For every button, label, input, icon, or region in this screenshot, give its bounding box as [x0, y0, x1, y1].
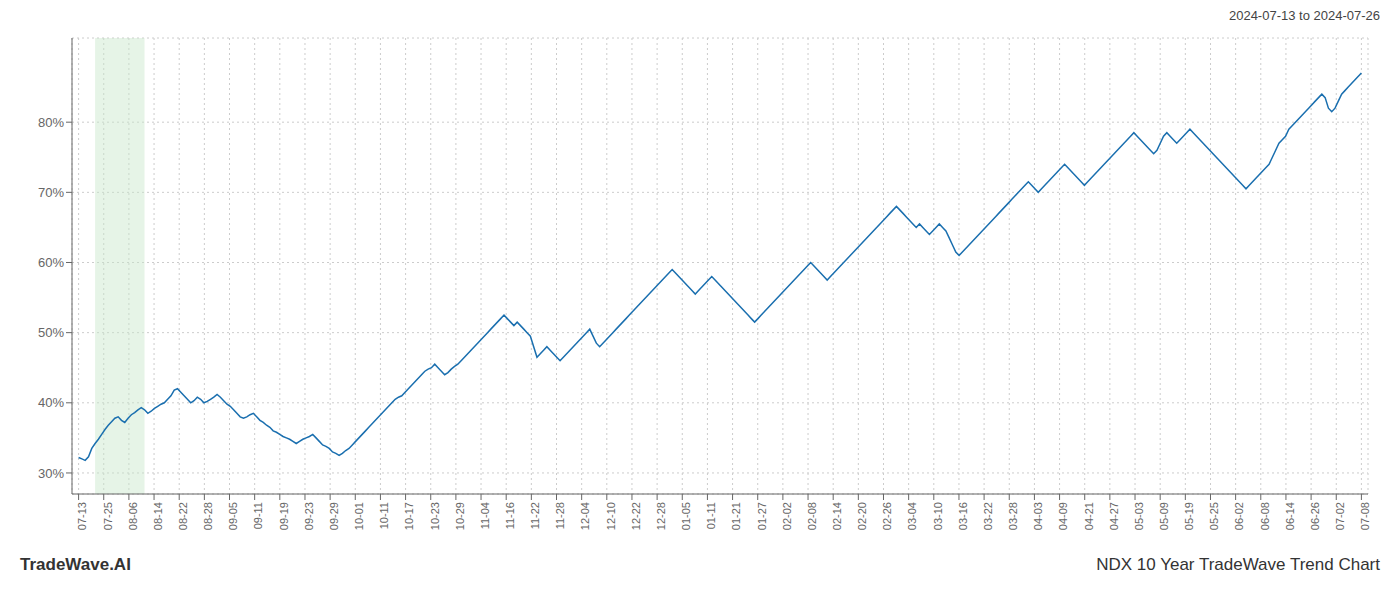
svg-text:01-05: 01-05 — [680, 502, 692, 530]
svg-text:05-09: 05-09 — [1158, 502, 1170, 530]
svg-text:12-04: 12-04 — [579, 502, 591, 530]
svg-text:03-22: 03-22 — [982, 502, 994, 530]
svg-text:02-14: 02-14 — [831, 502, 843, 530]
svg-text:06-14: 06-14 — [1284, 502, 1296, 530]
svg-text:03-16: 03-16 — [957, 502, 969, 530]
svg-text:03-04: 03-04 — [906, 502, 918, 530]
svg-text:04-27: 04-27 — [1108, 502, 1120, 530]
svg-text:40%: 40% — [38, 395, 64, 410]
svg-text:02-26: 02-26 — [881, 502, 893, 530]
svg-text:02-08: 02-08 — [806, 502, 818, 530]
svg-text:10-11: 10-11 — [378, 502, 390, 529]
svg-text:01-27: 01-27 — [756, 502, 768, 530]
svg-text:12-10: 12-10 — [605, 502, 617, 530]
svg-text:02-02: 02-02 — [781, 502, 793, 530]
svg-text:08-22: 08-22 — [177, 502, 189, 530]
svg-text:06-08: 06-08 — [1259, 502, 1271, 530]
svg-text:05-03: 05-03 — [1133, 502, 1145, 530]
svg-text:01-11: 01-11 — [705, 502, 717, 529]
svg-text:07-25: 07-25 — [102, 502, 114, 530]
svg-text:08-28: 08-28 — [202, 502, 214, 530]
svg-text:09-11: 09-11 — [252, 502, 264, 529]
html-text:TradeWave.AI: TradeWave.AI — [20, 555, 131, 574]
svg-text:10-23: 10-23 — [429, 502, 441, 530]
svg-text:10-29: 10-29 — [454, 502, 466, 530]
svg-text:03-28: 03-28 — [1007, 502, 1019, 530]
svg-text:70%: 70% — [38, 185, 64, 200]
html-text:NDX 10 Year TradeWave Trend Ch: NDX 10 Year TradeWave Trend Chart — [1096, 555, 1380, 574]
svg-text:07-13: 07-13 — [76, 502, 88, 530]
svg-text:11-16: 11-16 — [504, 502, 516, 529]
svg-text:09-23: 09-23 — [303, 502, 315, 530]
svg-text:03-10: 03-10 — [932, 502, 944, 530]
svg-text:06-02: 06-02 — [1233, 502, 1245, 530]
svg-text:06-26: 06-26 — [1309, 502, 1321, 530]
svg-text:80%: 80% — [38, 115, 64, 130]
svg-text:11-04: 11-04 — [479, 502, 491, 529]
svg-text:12-22: 12-22 — [630, 502, 642, 530]
svg-text:10-01: 10-01 — [353, 502, 365, 530]
svg-text:08-14: 08-14 — [152, 502, 164, 530]
svg-text:09-05: 09-05 — [227, 502, 239, 530]
svg-text:07-02: 07-02 — [1334, 502, 1346, 530]
svg-text:50%: 50% — [38, 325, 64, 340]
svg-text:10-17: 10-17 — [403, 502, 415, 530]
svg-text:11-22: 11-22 — [529, 502, 541, 529]
svg-text:05-25: 05-25 — [1208, 502, 1220, 530]
svg-text:08-06: 08-06 — [127, 502, 139, 530]
svg-text:12-28: 12-28 — [655, 502, 667, 530]
html-text:2024-07-13 to 2024-07-26: 2024-07-13 to 2024-07-26 — [1228, 8, 1380, 23]
svg-text:05-19: 05-19 — [1183, 502, 1195, 530]
svg-text:04-03: 04-03 — [1032, 502, 1044, 530]
svg-text:09-29: 09-29 — [328, 502, 340, 530]
svg-text:01-21: 01-21 — [730, 502, 742, 530]
svg-text:09-19: 09-19 — [278, 502, 290, 530]
svg-text:30%: 30% — [38, 466, 64, 481]
svg-text:02-20: 02-20 — [856, 502, 868, 530]
svg-text:11-28: 11-28 — [554, 502, 566, 529]
svg-text:60%: 60% — [38, 255, 64, 270]
svg-text:04-21: 04-21 — [1083, 502, 1095, 530]
svg-text:07-08: 07-08 — [1359, 502, 1371, 530]
svg-text:04-09: 04-09 — [1057, 502, 1069, 530]
